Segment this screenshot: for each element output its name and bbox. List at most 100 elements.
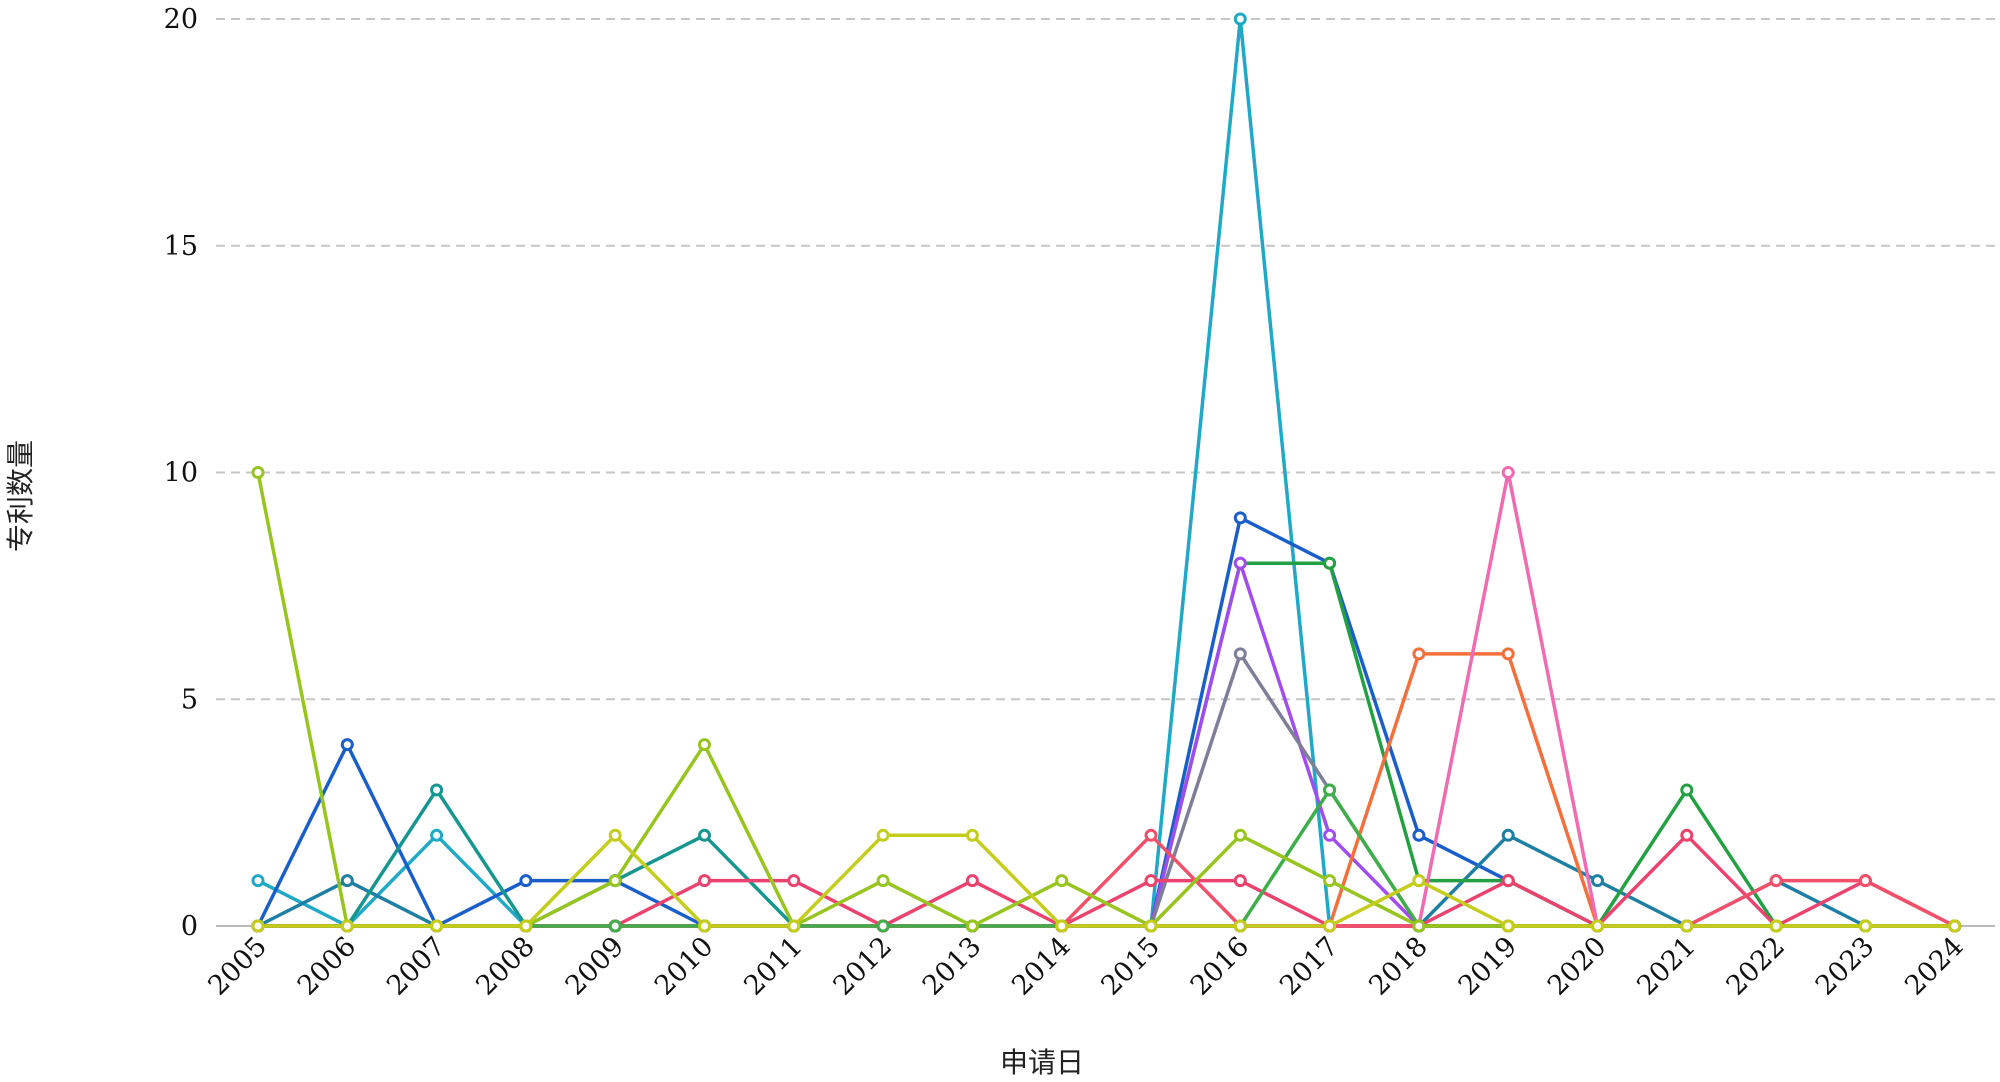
x-tick-label: 2009	[560, 931, 631, 1002]
data-point	[787, 874, 801, 888]
data-point	[1233, 647, 1247, 661]
data-point	[876, 874, 890, 888]
data-point	[340, 738, 354, 752]
data-point	[1055, 919, 1069, 933]
series-line	[258, 833, 1955, 928]
data-point	[876, 919, 890, 933]
data-point	[340, 874, 354, 888]
series-5	[251, 556, 1962, 933]
data-point	[1680, 828, 1694, 842]
data-point	[1323, 828, 1337, 842]
series-line	[258, 561, 1955, 928]
data-point	[1144, 874, 1158, 888]
x-tick-label: 2010	[649, 931, 720, 1002]
x-tick-label: 2018	[1363, 931, 1434, 1002]
series-line	[258, 652, 1955, 928]
data-point	[698, 738, 711, 752]
x-tick-label: 2014	[1006, 931, 1077, 1002]
data-point	[519, 874, 533, 888]
data-point	[965, 919, 979, 933]
x-tick-label: 2011	[738, 931, 809, 1002]
data-point	[787, 919, 801, 933]
data-point	[251, 874, 265, 888]
data-point	[698, 919, 711, 933]
data-point	[965, 874, 979, 888]
series-2	[251, 511, 1962, 933]
data-point	[608, 874, 622, 888]
data-point	[1591, 919, 1604, 933]
data-point	[430, 828, 444, 842]
data-point	[1412, 647, 1426, 661]
series-line	[258, 561, 1955, 928]
y-axis-title: 专利数量	[4, 440, 37, 552]
data-point	[1412, 919, 1426, 933]
data-point	[251, 466, 265, 479]
y-tick-label: 10	[164, 458, 198, 489]
x-tick-label: 2023	[1810, 931, 1881, 1002]
data-point	[1323, 783, 1337, 797]
data-point	[1412, 874, 1426, 888]
y-tick-label: 20	[164, 4, 198, 35]
data-point	[340, 919, 354, 933]
data-point	[519, 919, 533, 933]
data-point	[1501, 828, 1515, 842]
series-6	[251, 556, 1962, 933]
x-tick-label: 2008	[470, 931, 541, 1002]
x-tick-label: 2016	[1185, 931, 1256, 1002]
data-point	[1233, 511, 1247, 525]
data-point	[1323, 919, 1337, 933]
series-11	[251, 828, 1962, 933]
x-tick-label: 2012	[828, 931, 899, 1002]
x-tick-label: 2017	[1274, 931, 1345, 1002]
data-point	[1412, 828, 1426, 842]
x-tick-label: 2013	[917, 931, 988, 1002]
data-point	[1591, 874, 1604, 888]
data-point	[1769, 919, 1783, 933]
data-point	[1501, 647, 1515, 661]
data-point	[430, 919, 444, 933]
data-point	[1501, 919, 1515, 933]
data-point	[1233, 12, 1247, 26]
data-point	[698, 874, 711, 888]
x-tick-label: 2024	[1899, 931, 1970, 1002]
x-axis-ticks: 2005 2006 2007 2008 2009 2010 2011 2012 2013 2014…	[202, 926, 1970, 1002]
data-point	[1233, 874, 1247, 888]
series-group	[251, 12, 1962, 933]
y-tick-label: 15	[164, 231, 198, 262]
x-tick-label: 2022	[1721, 931, 1792, 1002]
data-point	[1858, 874, 1872, 888]
data-point	[1233, 919, 1247, 933]
series-line	[258, 652, 1955, 928]
x-axis-title: 申请日	[1000, 1046, 1084, 1079]
data-point	[1501, 874, 1515, 888]
data-point	[1233, 828, 1247, 842]
x-tick-label: 2006	[292, 931, 363, 1002]
x-tick-label: 2019	[1453, 931, 1524, 1002]
data-point	[1055, 874, 1069, 888]
data-point	[1323, 556, 1337, 570]
data-point	[876, 828, 890, 842]
data-point	[1680, 783, 1694, 797]
data-point	[1501, 466, 1515, 479]
series-14	[251, 828, 1962, 933]
data-point	[1144, 828, 1158, 842]
series-line	[256, 516, 1955, 928]
data-point	[1144, 919, 1158, 933]
data-point	[608, 828, 622, 842]
data-point	[1769, 874, 1783, 888]
y-tick-label: 5	[181, 684, 198, 715]
data-point	[965, 828, 979, 842]
data-point	[1233, 556, 1247, 570]
data-point	[430, 783, 444, 797]
x-tick-label: 2007	[381, 931, 452, 1002]
data-point	[1858, 919, 1872, 933]
gridlines	[216, 18, 1995, 701]
data-point	[1323, 874, 1337, 888]
y-axis-ticks: 0 5 10 15 20	[164, 4, 198, 942]
data-point	[698, 828, 711, 842]
x-tick-label: 2021	[1631, 931, 1702, 1002]
data-point	[1680, 919, 1694, 933]
data-point	[1948, 919, 1962, 933]
x-tick-label: 2020	[1542, 931, 1613, 1002]
